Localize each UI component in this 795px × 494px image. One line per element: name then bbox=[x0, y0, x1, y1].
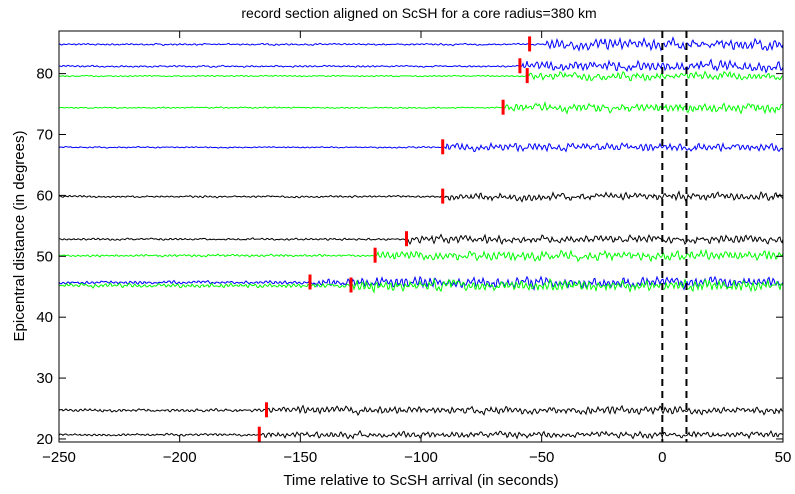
trace-45.7 bbox=[58, 275, 784, 292]
arrival-marker-84.8 bbox=[528, 36, 532, 52]
x-tick-label: 0 bbox=[658, 449, 666, 466]
arrival-marker-24.7 bbox=[265, 402, 268, 418]
arrival-marker-79.6 bbox=[525, 68, 529, 84]
markers-layer bbox=[257, 36, 532, 442]
x-axis-ticks: −250 −200 −150 −100 −50 0 50 bbox=[42, 31, 791, 466]
trace-67.9 bbox=[58, 141, 784, 153]
y-tick-label: 70 bbox=[36, 127, 53, 144]
arrival-marker-45.7 bbox=[308, 274, 312, 290]
trace-84.8 bbox=[58, 36, 784, 52]
y-axis-label: Epicentral distance (in degrees) bbox=[11, 131, 28, 342]
arrival-marker-74.4 bbox=[501, 99, 505, 115]
x-tick-label: −150 bbox=[283, 449, 317, 466]
x-tick-label: −100 bbox=[404, 449, 438, 466]
arrival-marker-81.2 bbox=[518, 58, 522, 74]
x-tick-label: 50 bbox=[775, 449, 792, 466]
x-tick-label: −200 bbox=[163, 449, 197, 466]
arrival-marker-45.2 bbox=[349, 277, 353, 293]
arrival-marker-20.7 bbox=[257, 426, 261, 442]
trace-59.8 bbox=[58, 190, 784, 203]
y-tick-label: 40 bbox=[36, 309, 53, 326]
y-tick-label: 80 bbox=[36, 66, 53, 83]
x-tick-label: −250 bbox=[42, 449, 76, 466]
y-axis-ticks: 20 30 40 50 60 70 80 bbox=[36, 66, 783, 448]
trace-79.6 bbox=[58, 70, 784, 82]
trace-50.1 bbox=[58, 248, 784, 263]
trace-74.4 bbox=[58, 100, 784, 115]
trace-52.8 bbox=[58, 233, 784, 246]
x-tick-label: −50 bbox=[529, 449, 554, 466]
arrival-marker-59.8 bbox=[441, 188, 445, 204]
arrival-marker-52.8 bbox=[405, 231, 408, 247]
reference-lines-layer bbox=[661, 31, 688, 442]
arrival-marker-67.9 bbox=[441, 139, 445, 155]
y-tick-label: 60 bbox=[36, 187, 53, 204]
arrival-marker-50.1 bbox=[373, 247, 377, 263]
y-tick-label: 50 bbox=[36, 248, 53, 265]
chart-title: record section aligned on ScSH for a cor… bbox=[241, 5, 596, 21]
y-tick-label: 30 bbox=[36, 370, 53, 387]
trace-81.2 bbox=[58, 58, 784, 74]
y-tick-label: 20 bbox=[36, 431, 53, 448]
x-axis-label: Time relative to ScSH arrival (in second… bbox=[283, 472, 558, 489]
traces-layer bbox=[58, 36, 784, 440]
trace-24.7 bbox=[58, 404, 784, 416]
plot-frame bbox=[58, 30, 784, 443]
